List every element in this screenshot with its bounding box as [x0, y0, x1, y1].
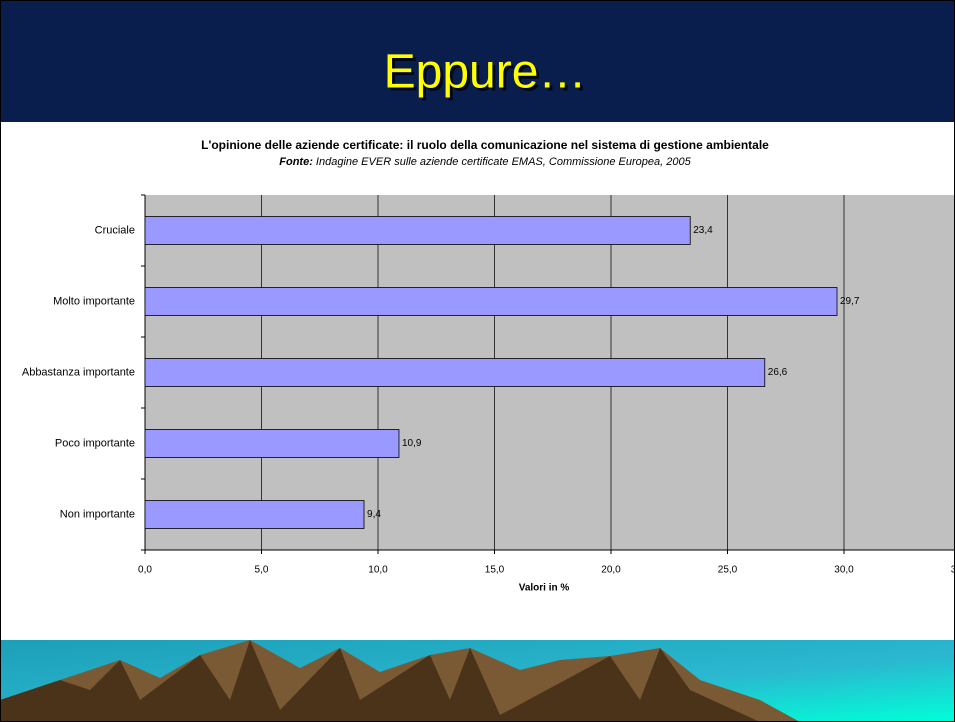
chart-subtitle: Fonte: Indagine EVER sulle aziende certi…	[279, 156, 691, 168]
y-tick-label: Molto importante	[53, 295, 135, 307]
bar	[144, 216, 691, 245]
data-label: 26,6	[768, 367, 788, 378]
title-shadow: Eppure…	[387, 49, 590, 102]
y-tick-label: Poco importante	[55, 437, 135, 449]
bar	[144, 500, 365, 529]
data-label: 9,4	[367, 509, 381, 520]
bar	[144, 358, 766, 387]
bar	[144, 429, 400, 458]
chart-title: L'opinione delle aziende certificate: il…	[201, 138, 769, 152]
data-label: 10,9	[402, 438, 422, 449]
y-tick-label: Non importante	[60, 508, 135, 520]
data-label: 29,7	[840, 296, 860, 307]
header	[0, 0, 955, 122]
x-tick-label: 15,0	[485, 565, 505, 576]
source-label: Fonte:	[279, 156, 313, 168]
data-label: 23,4	[693, 225, 713, 236]
mountain-shadows	[0, 640, 760, 722]
bar	[144, 287, 838, 316]
x-tick-label: 5,0	[255, 565, 269, 576]
x-tick-label: 10,0	[368, 565, 388, 576]
x-tick-label: 35,0	[951, 565, 955, 576]
slide-title: Eppure…	[384, 46, 587, 99]
x-tick-label: 25,0	[718, 565, 738, 576]
x-tick-label: 20,0	[601, 565, 621, 576]
x-tick-label: 30,0	[834, 565, 854, 576]
landscape	[0, 640, 955, 722]
y-tick-label: Abbastanza importante	[22, 366, 135, 378]
x-tick-label: 0,0	[138, 565, 152, 576]
x-axis-label: Valori in %	[519, 583, 570, 594]
y-tick-label: Cruciale	[95, 224, 135, 236]
source: Indagine EVER sulle aziende certificate …	[316, 156, 692, 168]
